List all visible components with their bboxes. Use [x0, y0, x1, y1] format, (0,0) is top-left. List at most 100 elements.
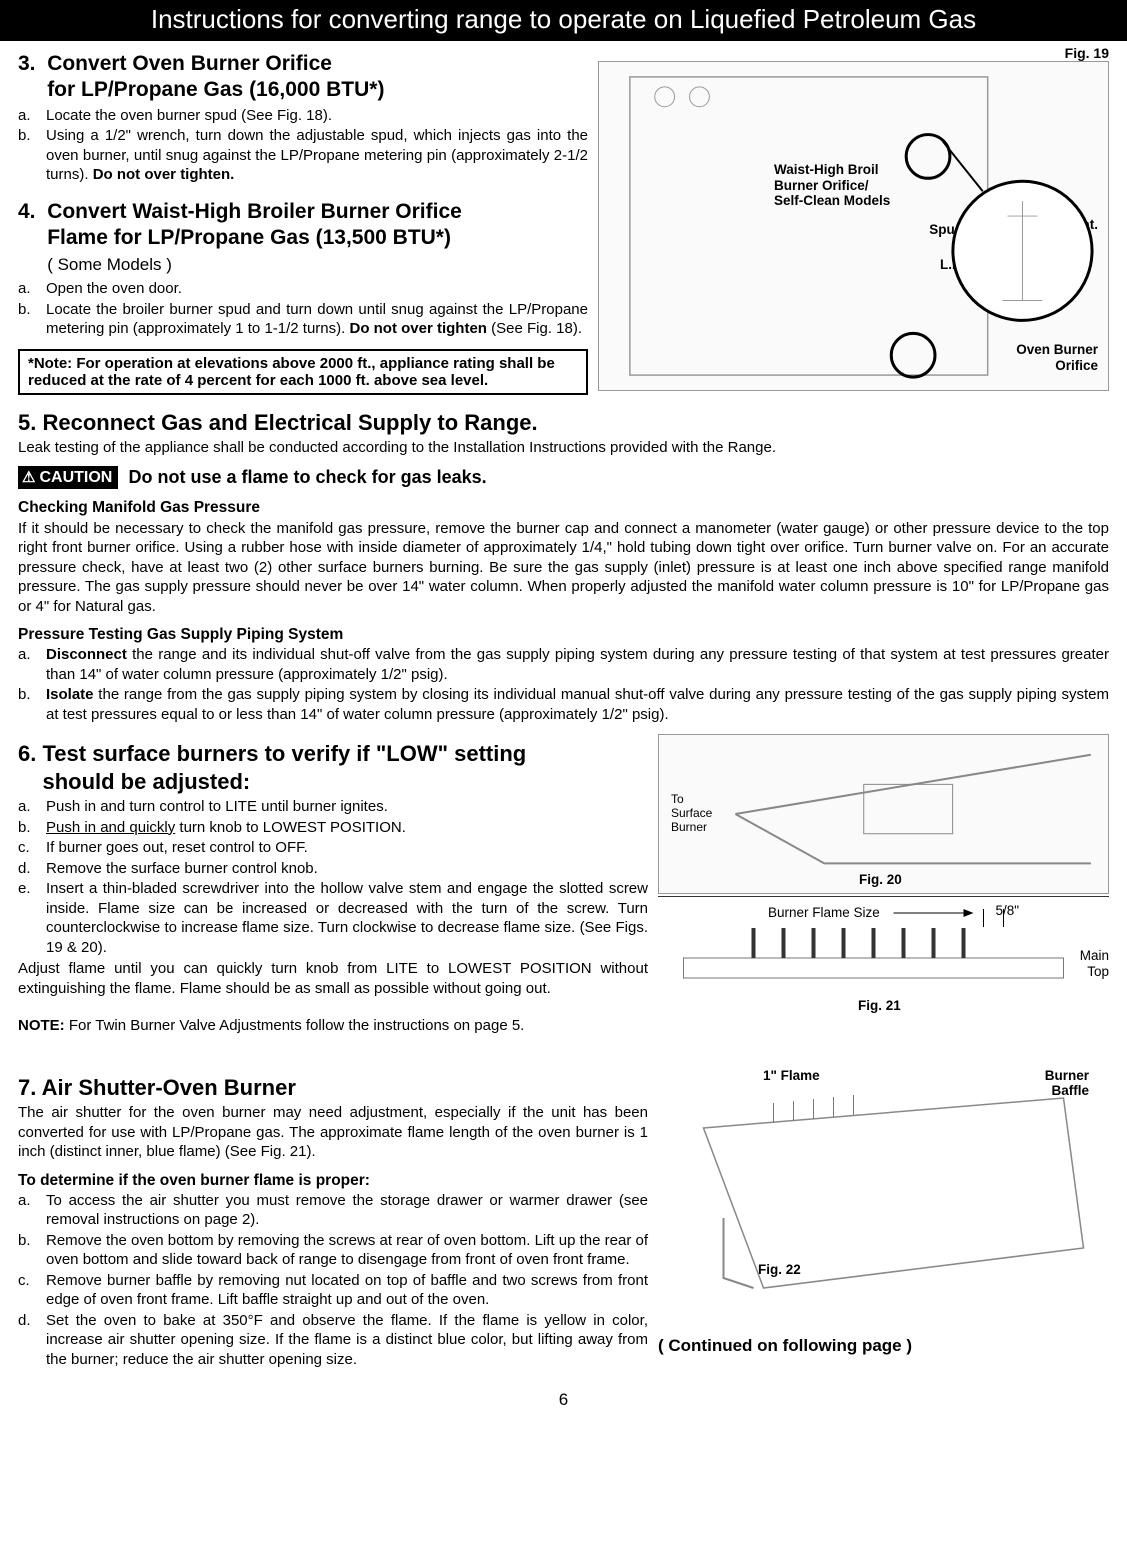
list-item: b. Using a 1/2" wrench, turn down the ad… [18, 126, 588, 185]
list-mark: a. [18, 645, 46, 684]
section-7-intro: The air shutter for the oven burner may … [18, 1103, 648, 1162]
list-mark: d. [18, 1311, 46, 1370]
note-text: For Twin Burner Valve Adjustments follow… [65, 1017, 525, 1034]
figure-20-diagram: To Surface Burner Fig. 20 [658, 734, 1109, 894]
list-bold: Do not over tighten [349, 320, 487, 337]
elevation-note-box: *Note: For operation at elevations above… [18, 349, 588, 395]
list-mark: b. [18, 818, 46, 838]
list-text: Insert a thin-bladed screwdriver into th… [46, 879, 648, 957]
list-mark: b. [18, 126, 46, 185]
list-text: To access the air shutter you must remov… [46, 1191, 648, 1230]
list-text: Open the oven door. [46, 279, 588, 299]
caution-row: CAUTION Do not use a flame to check for … [18, 466, 1109, 489]
section-3-heading: 3. Convert Oven Burner Orifice for LP/Pr… [18, 51, 588, 104]
list-text: Locate the oven burner spud (See Fig. 18… [46, 106, 588, 126]
list-text: Disconnect the range and its individual … [46, 645, 1109, 684]
list-mark: c. [18, 1271, 46, 1310]
section-6-line1: Test surface burners to verify if "LOW" … [42, 741, 526, 766]
list-item: b.Push in and quickly turn knob to LOWES… [18, 818, 648, 838]
section-6-tail: Adjust flame until you can quickly turn … [18, 959, 648, 998]
figure-22-diagram: 1" Flame Burner Baffle Fig. 22 [658, 1068, 1109, 1318]
list-mark: e. [18, 879, 46, 957]
section-7-number: 7. [18, 1075, 36, 1100]
list-mark: b. [18, 1231, 46, 1270]
list-text: Remove burner baffle by removing nut loc… [46, 1271, 648, 1310]
page-number: 6 [18, 1390, 1109, 1410]
list-bold: Disconnect [46, 646, 127, 663]
list-mark: a. [18, 797, 46, 817]
section-3-line1: Convert Oven Burner Orifice [47, 52, 332, 75]
section-4-line1: Convert Waist-High Broiler Burner Orific… [47, 200, 462, 223]
list-mark: a. [18, 1191, 46, 1230]
list-item: a.To access the air shutter you must rem… [18, 1191, 648, 1230]
section-4-heading: 4. Convert Waist-High Broiler Burner Ori… [18, 199, 588, 278]
section-7-heading: 7. Air Shutter-Oven Burner [18, 1074, 648, 1102]
section-7-list: a.To access the air shutter you must rem… [18, 1191, 648, 1370]
list-item: a.Push in and turn control to LITE until… [18, 797, 648, 817]
list-text: Push in and turn control to LITE until b… [46, 797, 648, 817]
list-text: Using a 1/2" wrench, turn down the adjus… [46, 126, 588, 185]
list-text: Set the oven to bake at 350°F and observ… [46, 1311, 648, 1370]
list-item: d.Set the oven to bake at 350°F and obse… [18, 1311, 648, 1370]
section-3-list: a. Locate the oven burner spud (See Fig.… [18, 106, 588, 185]
list-item: d.Remove the surface burner control knob… [18, 859, 648, 879]
section-6-heading: 6. Test surface burners to verify if "LO… [18, 740, 648, 795]
caution-text: Do not use a flame to check for gas leak… [129, 467, 487, 488]
list-mark: b. [18, 685, 46, 724]
section-4-sub: ( Some Models ) [47, 255, 172, 274]
section-5-number: 5. [18, 410, 36, 435]
section-3-number: 3. [18, 52, 36, 75]
continued-note: ( Continued on following page ) [658, 1336, 1109, 1356]
figure-20-21-area: To Surface Burner Fig. 20 Burner Flame S… [658, 734, 1109, 1038]
manifold-text: If it should be necessary to check the m… [18, 519, 1109, 617]
piping-heading: Pressure Testing Gas Supply Piping Syste… [18, 626, 1109, 644]
list-tail: (See Fig. 18). [487, 320, 582, 337]
list-item: c.If burner goes out, reset control to O… [18, 838, 648, 858]
list-mark: d. [18, 859, 46, 879]
list-text: Isolate the range from the gas supply pi… [46, 685, 1109, 724]
list-text-span: the range and its individual shut-off va… [46, 646, 1109, 683]
section-7-title: Air Shutter-Oven Burner [42, 1075, 296, 1100]
list-text: If burner goes out, reset control to OFF… [46, 838, 648, 858]
section-6-number: 6. [18, 741, 36, 766]
list-bold: Isolate [46, 686, 94, 703]
list-text: Locate the broiler burner spud and turn … [46, 300, 588, 339]
list-item: a. Locate the oven burner spud (See Fig.… [18, 106, 588, 126]
list-text: Push in and quickly turn knob to LOWEST … [46, 818, 648, 838]
list-text: Remove the oven bottom by removing the s… [46, 1231, 648, 1270]
section-5-intro: Leak testing of the appliance shall be c… [18, 438, 1109, 458]
section-7-subhead: To determine if the oven burner flame is… [18, 1172, 648, 1190]
list-item: a. Open the oven door. [18, 279, 588, 299]
list-mark: c. [18, 838, 46, 858]
list-text: Remove the surface burner control knob. [46, 859, 648, 879]
manifold-heading: Checking Manifold Gas Pressure [18, 499, 1109, 517]
list-item: b.Remove the oven bottom by removing the… [18, 1231, 648, 1270]
section-6-list: a.Push in and turn control to LITE until… [18, 797, 648, 957]
list-text-span: turn knob to LOWEST POSITION. [175, 819, 406, 836]
section-5-heading: 5. Reconnect Gas and Electrical Supply t… [18, 409, 1109, 437]
list-text-span: the range from the gas supply piping sys… [46, 686, 1109, 723]
page-body: 3. Convert Oven Burner Orifice for LP/Pr… [0, 41, 1127, 1420]
list-item: b. Isolate the range from the gas supply… [18, 685, 1109, 724]
section-5-title: Reconnect Gas and Electrical Supply to R… [42, 410, 537, 435]
list-mark: a. [18, 106, 46, 126]
list-item: e.Insert a thin-bladed screwdriver into … [18, 879, 648, 957]
section-4-line2: Flame for LP/Propane Gas (13,500 BTU*) [47, 226, 451, 249]
list-mark: b. [18, 300, 46, 339]
section-4-list: a. Open the oven door. b. Locate the bro… [18, 279, 588, 339]
caution-badge: CAUTION [18, 466, 118, 489]
piping-list: a. Disconnect the range and its individu… [18, 645, 1109, 724]
list-mark: a. [18, 279, 46, 299]
figure-22-area: 1" Flame Burner Baffle Fig. 22 ( Continu… [658, 1068, 1109, 1371]
section-3-line2: for LP/Propane Gas (16,000 BTU*) [47, 78, 384, 101]
title-bar: Instructions for converting range to ope… [0, 0, 1127, 41]
list-underline: Push in and quickly [46, 819, 175, 836]
figure-19-area: Fig. 19 Waist-High Broil Burner Orifice/… [598, 45, 1109, 403]
list-item: b. Locate the broiler burner spud and tu… [18, 300, 588, 339]
section-6-line2: should be adjusted: [42, 769, 250, 794]
figure-19-diagram: Waist-High Broil Burner Orifice/ Self-Cl… [598, 61, 1109, 391]
list-item: a. Disconnect the range and its individu… [18, 645, 1109, 684]
list-item: c.Remove burner baffle by removing nut l… [18, 1271, 648, 1310]
note-bold: NOTE: [18, 1017, 65, 1034]
figure-21-diagram: Burner Flame Size 5/8" Main Top Fig. 21 [658, 903, 1109, 1013]
